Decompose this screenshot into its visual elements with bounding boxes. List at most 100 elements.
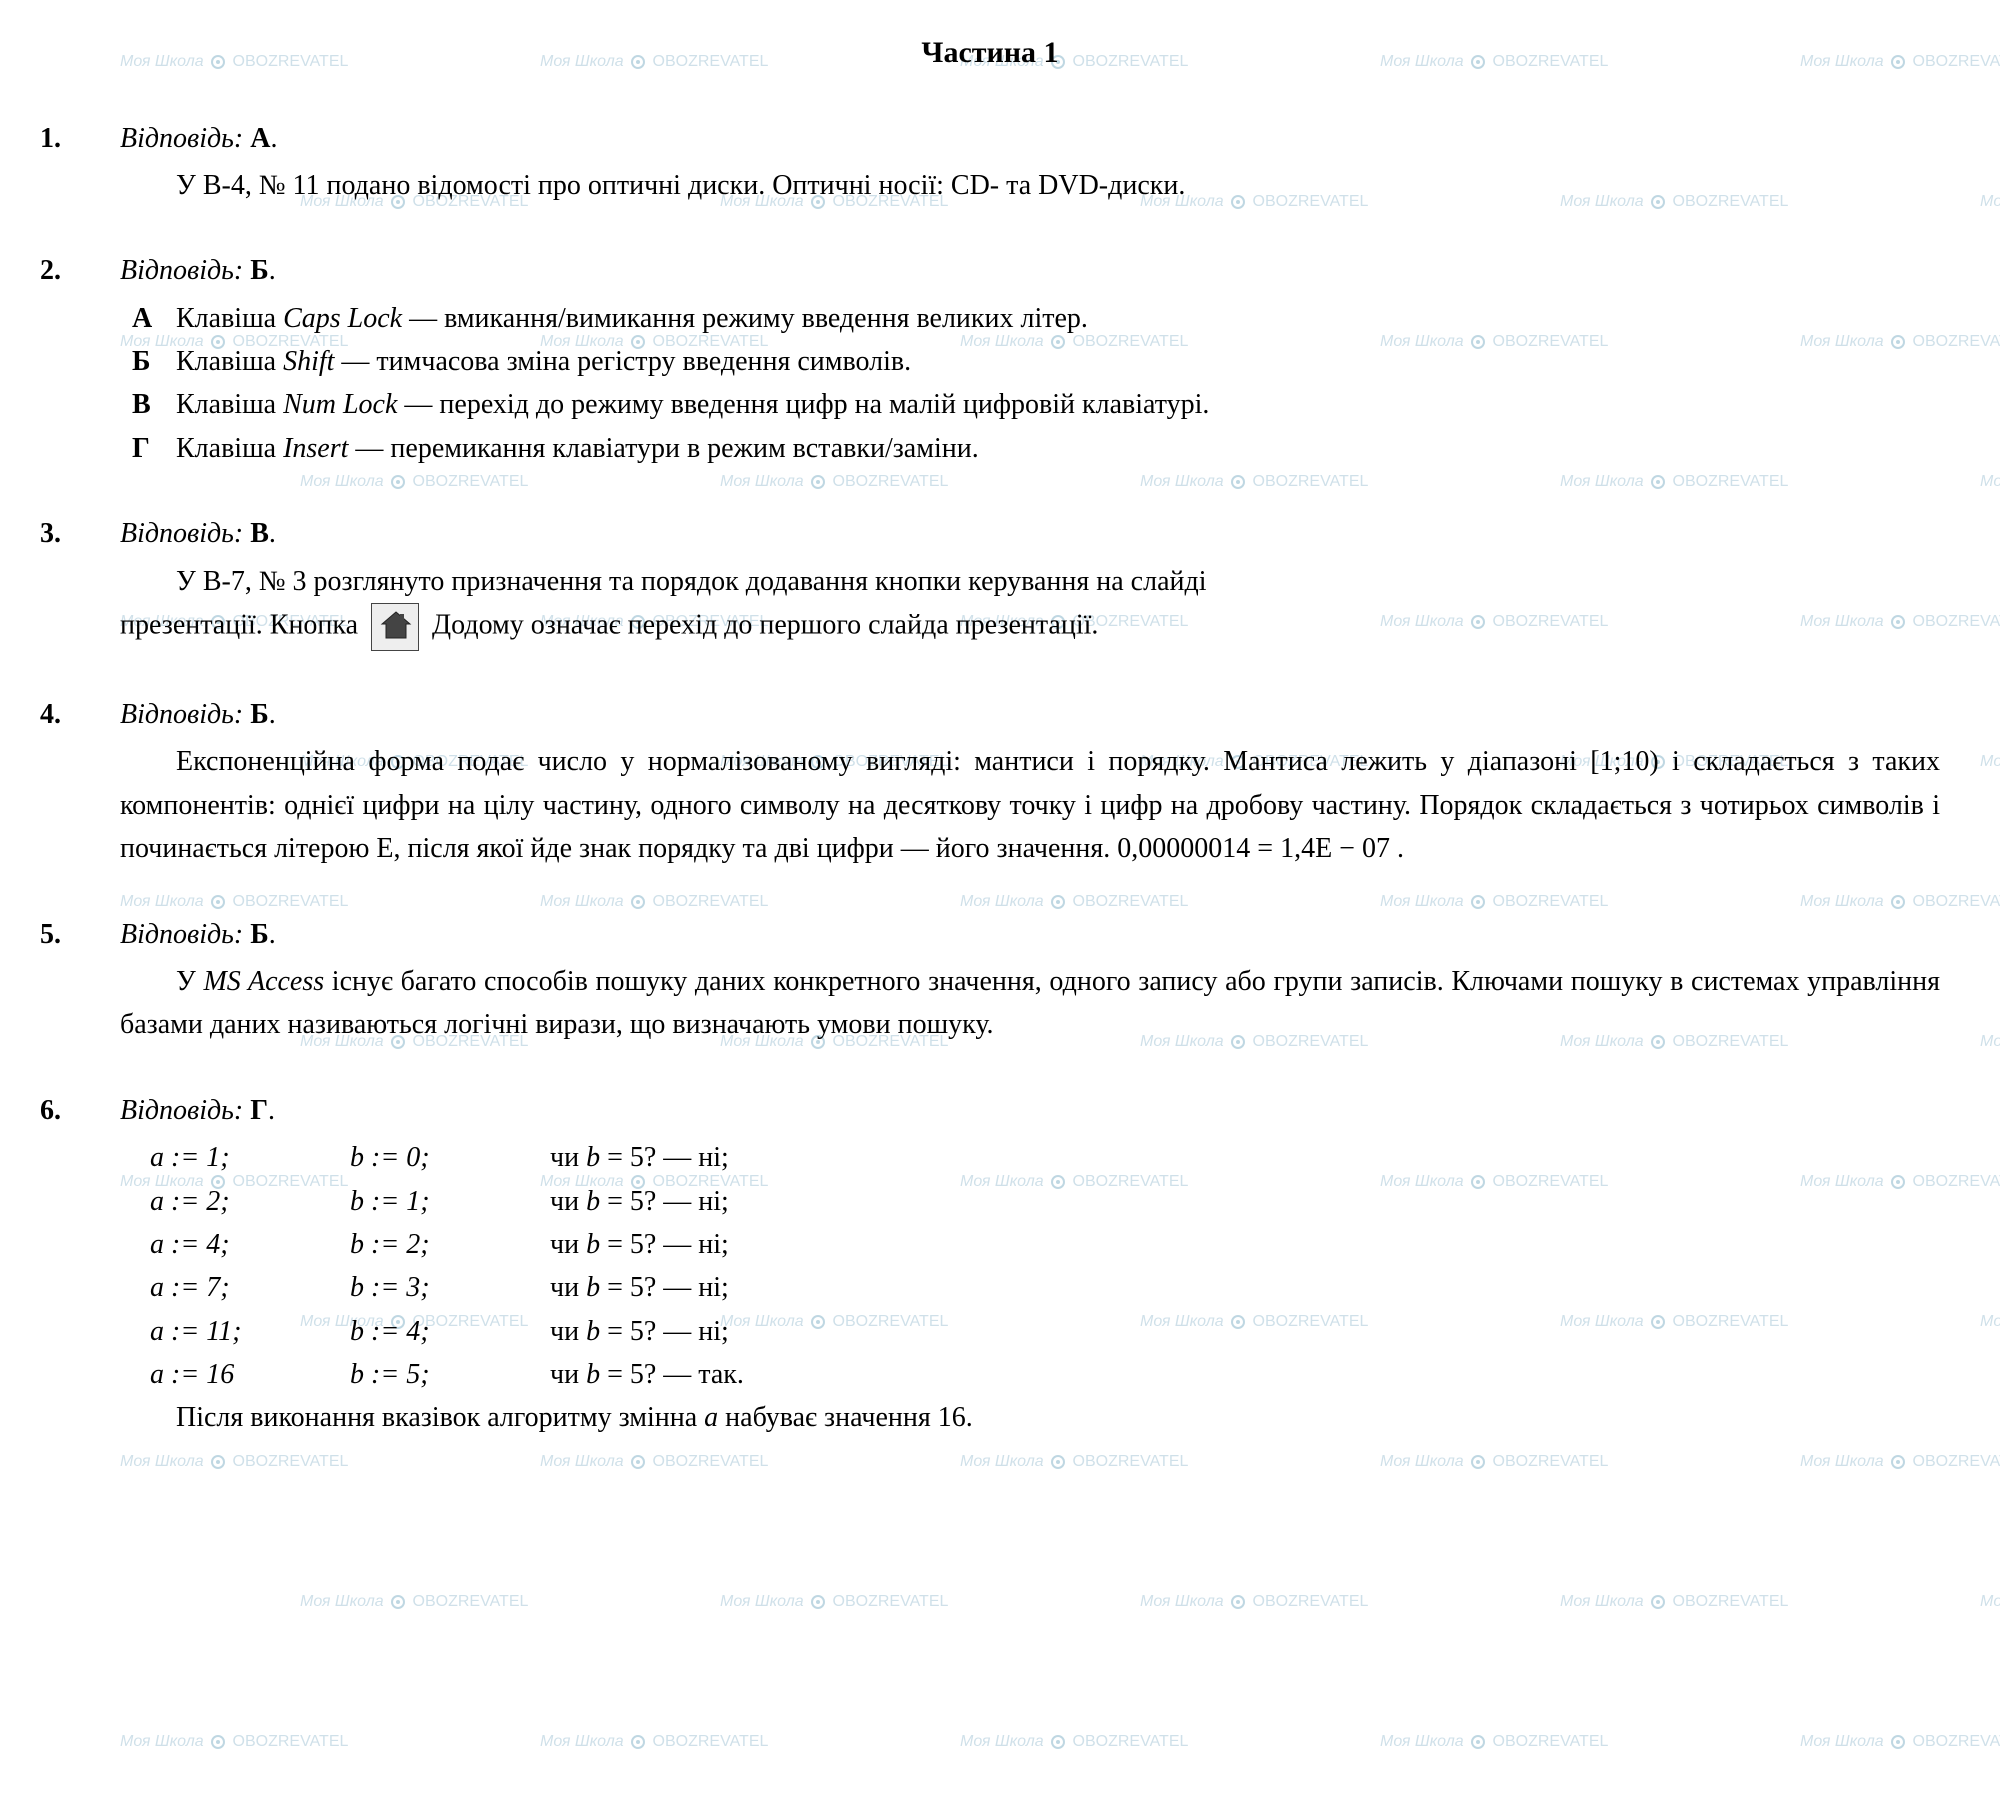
question-number: 1. xyxy=(40,117,120,208)
answer-line: Відповідь: В. xyxy=(120,512,1940,555)
watermark: Моя Школа OBOZREVATEL xyxy=(1980,1030,2000,1055)
options-list: А Клавіша Caps Lock — вмикання/вимикання… xyxy=(120,297,1940,471)
trace-a: a := 16 xyxy=(150,1353,350,1396)
formula: 0,00000014 = 1,4Е − 07 . xyxy=(1117,833,1404,864)
option-d: Г Клавіша Insert — перемикання клавіатур… xyxy=(120,427,1940,470)
option-text-post: — вмикання/вимикання режиму введення вел… xyxy=(402,303,1088,334)
watermark: Моя Школа OBOZREVATEL xyxy=(1140,1590,1368,1615)
key-name: Shift xyxy=(283,346,334,377)
answer-label: Відповідь: xyxy=(120,518,243,549)
app-name: MS Access xyxy=(203,966,324,997)
answer-letter: Б xyxy=(250,255,269,286)
option-a: А Клавіша Caps Lock — вмикання/вимикання… xyxy=(120,297,1940,340)
home-icon xyxy=(371,603,419,651)
trace-row: a := 4;b := 2;чи b = 5? — ні; xyxy=(150,1223,1940,1266)
question-3: 3. Відповідь: В. У В-7, № 3 розглянуто п… xyxy=(40,512,1940,651)
trace-table: a := 1;b := 0;чи b = 5? — ні;a := 2;b :=… xyxy=(120,1136,1940,1396)
question-number: 3. xyxy=(40,512,120,651)
trace-row: a := 7;b := 3;чи b = 5? — ні; xyxy=(150,1266,1940,1309)
after-pre: Після виконання вказівок алгоритму змінн… xyxy=(176,1402,704,1433)
option-text-post: — перемикання клавіатури в режим вставки… xyxy=(348,433,978,464)
trace-check: чи b = 5? — так. xyxy=(550,1353,1940,1396)
answer-line: Відповідь: А. xyxy=(120,117,1940,160)
watermark: Моя Школа OBOZREVATEL xyxy=(1980,1310,2000,1335)
part-title: Частина 1 xyxy=(40,30,1940,77)
watermark: Моя Школа OBOZREVATEL xyxy=(960,1450,1188,1475)
question-4: 4. Відповідь: Б. Експоненційна форма под… xyxy=(40,693,1940,871)
trace-b: b := 4; xyxy=(350,1310,550,1353)
watermark: Моя Школа OBOZREVATEL xyxy=(720,1590,948,1615)
trace-b: b := 0; xyxy=(350,1136,550,1179)
trace-check: чи b = 5? — ні; xyxy=(550,1180,1940,1223)
watermark: Моя Школа OBOZREVATEL xyxy=(120,1730,348,1755)
text-post: існує багато способів пошуку даних конкр… xyxy=(120,966,1940,1040)
trace-check: чи b = 5? — ні; xyxy=(550,1223,1940,1266)
explanation-line1: У В-7, № 3 розглянуто призначення та пор… xyxy=(120,560,1940,603)
watermark: Моя Школа OBOZREVATEL xyxy=(1980,750,2000,775)
trace-row: a := 2;b := 1;чи b = 5? — ні; xyxy=(150,1180,1940,1223)
question-2: 2. Відповідь: Б. А Клавіша Caps Lock — в… xyxy=(40,249,1940,470)
watermark: Моя Школа OBOZREVATEL xyxy=(540,1450,768,1475)
trace-b: b := 1; xyxy=(350,1180,550,1223)
explanation-after: Після виконання вказівок алгоритму змінн… xyxy=(120,1396,1940,1439)
option-text-pre: Клавіша xyxy=(176,433,283,464)
answer-label: Відповідь: xyxy=(120,919,243,950)
explanation-line2: презентації. Кнопка Додому означає перех… xyxy=(120,603,1940,651)
trace-a: a := 1; xyxy=(150,1136,350,1179)
question-6: 6. Відповідь: Г. a := 1;b := 0;чи b = 5?… xyxy=(40,1089,1940,1440)
answer-label: Відповідь: xyxy=(120,1095,243,1126)
key-name: Num Lock xyxy=(283,389,397,420)
answer-letter: В xyxy=(250,518,269,549)
option-letter: Б xyxy=(120,340,176,383)
trace-a: a := 7; xyxy=(150,1266,350,1309)
trace-a: a := 4; xyxy=(150,1223,350,1266)
document-content: Частина 1 1. Відповідь: А. У В-4, № 11 п… xyxy=(40,30,1940,1440)
option-text-post: — перехід до режиму введення цифр на мал… xyxy=(397,389,1209,420)
option-b: Б Клавіша Shift — тимчасова зміна регіст… xyxy=(120,340,1940,383)
trace-a: a := 11; xyxy=(150,1310,350,1353)
key-name: Caps Lock xyxy=(283,303,402,334)
trace-b: b := 5; xyxy=(350,1353,550,1396)
trace-row: a := 16b := 5;чи b = 5? — так. xyxy=(150,1353,1940,1396)
option-letter: В xyxy=(120,383,176,426)
trace-b: b := 3; xyxy=(350,1266,550,1309)
question-1: 1. Відповідь: А. У В-4, № 11 подано відо… xyxy=(40,117,1940,208)
watermark: Моя Школа OBOZREVATEL xyxy=(1980,1590,2000,1615)
trace-b: b := 2; xyxy=(350,1223,550,1266)
trace-row: a := 11;b := 4;чи b = 5? — ні; xyxy=(150,1310,1940,1353)
answer-letter: Г xyxy=(250,1095,268,1126)
option-letter: Г xyxy=(120,427,176,470)
body-pre: Експоненційна форма подає число у нормал… xyxy=(176,746,1590,777)
option-text-post: — тимчасова зміна регістру введення симв… xyxy=(334,346,911,377)
watermark: Моя Школа OBOZREVATEL xyxy=(120,1450,348,1475)
question-number: 2. xyxy=(40,249,120,470)
watermark: Моя Школа OBOZREVATEL xyxy=(1980,470,2000,495)
answer-line: Відповідь: Б. xyxy=(120,249,1940,292)
watermark: Моя Школа OBOZREVATEL xyxy=(1980,190,2000,215)
text-pre: У xyxy=(176,966,203,997)
key-name: Insert xyxy=(283,433,348,464)
watermark: Моя Школа OBOZREVATEL xyxy=(1800,1730,2000,1755)
interval-range: [1;10) xyxy=(1590,746,1658,777)
option-text-pre: Клавіша xyxy=(176,389,283,420)
question-number: 6. xyxy=(40,1089,120,1440)
trace-check: чи b = 5? — ні; xyxy=(550,1266,1940,1309)
answer-label: Відповідь: xyxy=(120,123,243,154)
explanation-text: У MS Access існує багато способів пошуку… xyxy=(120,960,1940,1047)
answer-line: Відповідь: Г. xyxy=(120,1089,1940,1132)
watermark: Моя Школа OBOZREVATEL xyxy=(1380,1450,1608,1475)
answer-letter: А xyxy=(250,123,270,154)
question-5: 5. Відповідь: Б. У MS Access існує багат… xyxy=(40,913,1940,1047)
trace-check: чи b = 5? — ні; xyxy=(550,1136,1940,1179)
after-post: набуває значення 16. xyxy=(718,1402,973,1433)
trace-a: a := 2; xyxy=(150,1180,350,1223)
watermark: Моя Школа OBOZREVATEL xyxy=(540,1730,768,1755)
explanation-text: У В-4, № 11 подано відомості про оптичні… xyxy=(120,164,1940,207)
watermark: Моя Школа OBOZREVATEL xyxy=(1800,1450,2000,1475)
text-before-icon: презентації. Кнопка xyxy=(120,609,358,640)
option-c: В Клавіша Num Lock — перехід до режиму в… xyxy=(120,383,1940,426)
trace-check: чи b = 5? — ні; xyxy=(550,1310,1940,1353)
explanation-text: Експоненційна форма подає число у нормал… xyxy=(120,740,1940,870)
text-after-icon: Додому означає перехід до першого слайда… xyxy=(432,609,1098,640)
watermark: Моя Школа OBOZREVATEL xyxy=(960,1730,1188,1755)
